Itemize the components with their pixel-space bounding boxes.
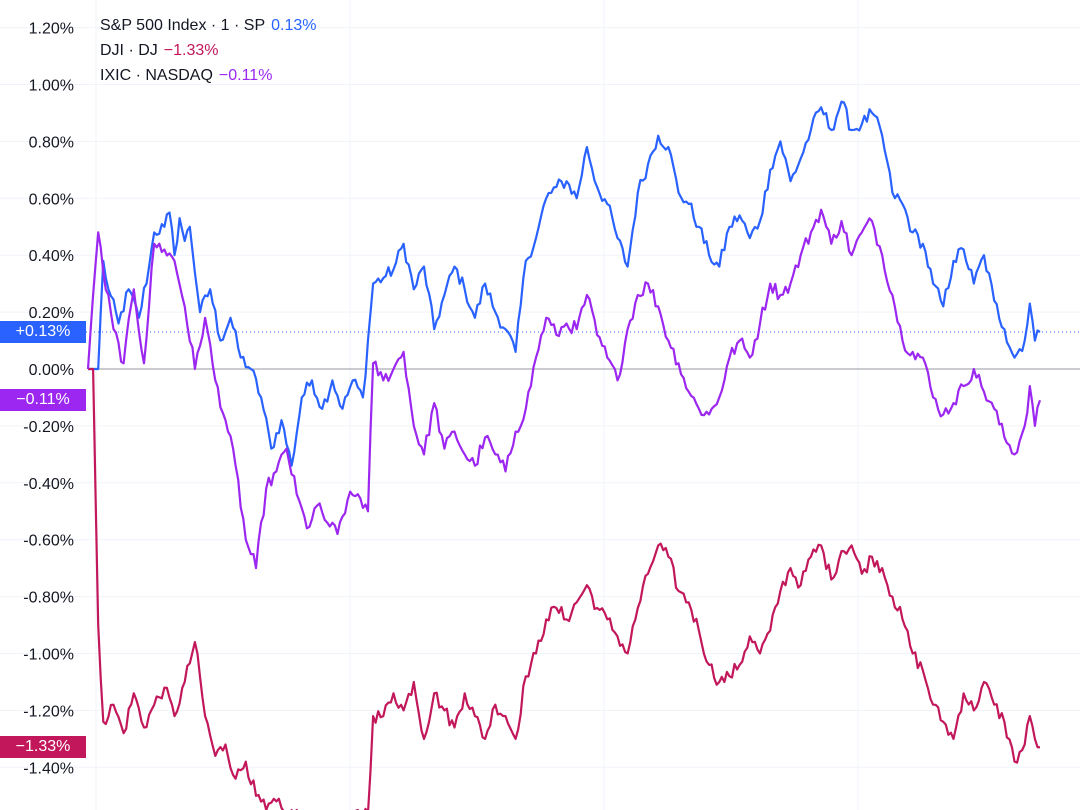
y-tick-label: 0.60% [29, 191, 74, 208]
y-tick-label: 1.20% [29, 21, 74, 38]
y-tick-label: 0.20% [29, 305, 74, 322]
y-tick-label: -1.00% [23, 647, 74, 664]
series-line [86, 208, 1042, 570]
y-tick-label: -0.80% [23, 590, 74, 607]
legend-item-dji[interactable]: DJI · DJ −1.33% [100, 38, 317, 63]
legend-item-sp500[interactable]: S&P 500 Index · 1 · SP 0.13% [100, 13, 317, 38]
y-tick-label: -0.60% [23, 533, 74, 550]
y-tick-label: 0.40% [29, 248, 74, 265]
price-badge-sp500: +0.13% [0, 321, 86, 343]
series-lines [86, 100, 1042, 810]
legend-series-value: −1.33% [163, 42, 219, 59]
y-tick-label: -0.20% [23, 419, 74, 436]
legend-series-name: DJI · DJ [100, 42, 158, 59]
price-badge-dji: −1.33% [0, 736, 86, 759]
series-line [88, 100, 1041, 467]
y-tick-label: -1.40% [23, 760, 74, 777]
legend-series-value: −0.11% [218, 67, 273, 84]
price-badge-ixic: −0.11% [0, 389, 86, 412]
legend-item-ixic[interactable]: IXIC · NASDAQ −0.11% [100, 63, 317, 88]
y-tick-label: 0.80% [29, 134, 74, 151]
y-tick-label: 0.00% [29, 362, 74, 379]
legend-series-name: S&P 500 Index · 1 · SP [100, 17, 266, 34]
y-tick-label: -0.40% [23, 476, 74, 493]
series-line [88, 367, 1041, 810]
y-tick-label: -1.20% [23, 703, 74, 720]
y-axis-ticks: 1.20% 1.00% 0.80% 0.60% 0.40% 0.20% 0.00% -0.20… [23, 21, 74, 778]
y-tick-label: 1.00% [29, 78, 74, 95]
legend: S&P 500 Index · 1 · SP 0.13% DJI · DJ −1.3… [100, 13, 317, 88]
legend-series-name: IXIC · NASDAQ [100, 67, 213, 84]
legend-series-value: 0.13% [271, 17, 317, 34]
